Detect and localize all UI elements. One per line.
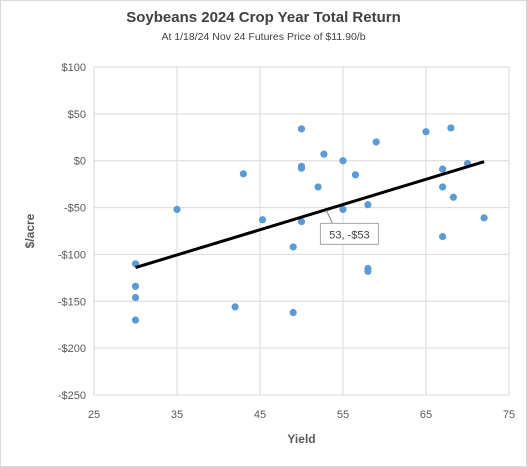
data-point [258, 216, 267, 224]
data-point [231, 303, 239, 311]
data-point [314, 183, 322, 191]
y-tick-label: -$50 [64, 203, 86, 215]
x-axis-title: Yield [287, 432, 315, 446]
data-point [439, 183, 447, 191]
data-point [297, 164, 306, 172]
x-tick-label: 65 [420, 409, 432, 421]
data-point [339, 157, 347, 165]
y-tick-label: $100 [62, 62, 86, 74]
x-tick-label: 35 [171, 409, 183, 421]
data-point [289, 243, 297, 251]
data-point [372, 138, 380, 146]
data-point [447, 124, 455, 132]
data-point [422, 128, 430, 136]
y-tick-label: -$100 [58, 249, 86, 261]
data-point [239, 170, 247, 178]
y-tick-label: -$200 [58, 343, 86, 355]
data-point [131, 293, 140, 302]
callout-leader [325, 210, 333, 224]
data-point [297, 125, 306, 133]
data-point [320, 150, 328, 158]
data-point [364, 201, 372, 209]
y-tick-label: -$150 [58, 296, 86, 308]
data-point [297, 218, 306, 226]
y-tick-label: $0 [74, 156, 86, 168]
x-tick-label: 75 [503, 409, 515, 421]
data-point [439, 165, 447, 173]
y-tick-label: -$250 [58, 390, 86, 402]
x-tick-label: 25 [88, 409, 100, 421]
data-point [449, 193, 457, 201]
data-point [339, 205, 347, 214]
data-point [173, 205, 181, 214]
data-point [480, 214, 488, 222]
callout-box [319, 222, 379, 245]
y-axis-title: $/acre [23, 213, 37, 248]
chart-title: Soybeans 2024 Crop Year Total Return [126, 9, 401, 26]
data-point [364, 267, 372, 275]
y-tick-label: $50 [68, 109, 86, 121]
x-tick-label: 45 [254, 409, 266, 421]
data-point [289, 308, 297, 317]
data-point [131, 316, 140, 324]
chart-subtitle: At 1/18/24 Nov 24 Futures Price of $11.9… [161, 31, 366, 43]
x-tick-label: 55 [337, 409, 349, 421]
data-point [131, 282, 140, 290]
callout-label: 53, -$53 [329, 229, 369, 241]
data-point [351, 171, 360, 179]
trendline [135, 160, 485, 269]
data-point [439, 233, 447, 241]
